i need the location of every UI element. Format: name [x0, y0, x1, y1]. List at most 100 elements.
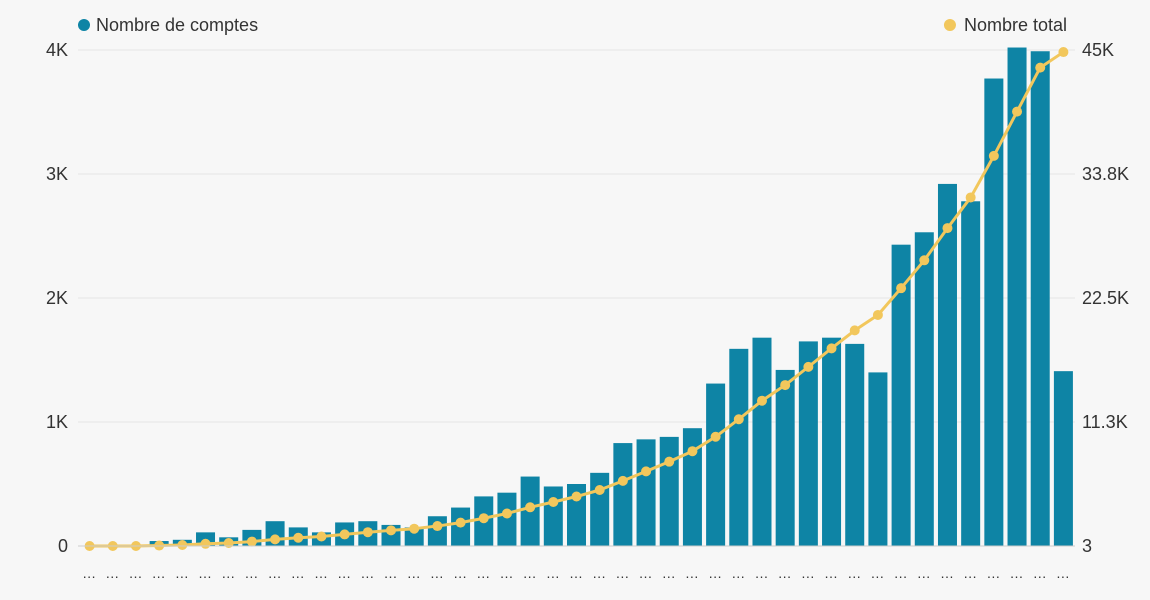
legend: Nombre de comptes Nombre total [78, 15, 1067, 35]
x-tick-label: … [754, 565, 769, 581]
bar[interactable] [937, 183, 957, 547]
x-tick-label: … [778, 565, 793, 581]
y-left-tick-label: 1K [46, 412, 68, 432]
line-point[interactable] [293, 532, 304, 543]
line-point[interactable] [432, 521, 443, 532]
line-point[interactable] [780, 380, 791, 391]
bar[interactable] [798, 341, 818, 546]
line-point[interactable] [710, 431, 721, 442]
x-tick-label: … [360, 565, 375, 581]
line-point[interactable] [409, 523, 420, 534]
bar[interactable] [613, 443, 633, 546]
bar[interactable] [590, 472, 610, 546]
x-tick-label: … [986, 565, 1001, 581]
line-point[interactable] [177, 540, 188, 551]
bar[interactable] [566, 484, 587, 546]
y-left-tick-label: 3K [46, 164, 68, 184]
line-point[interactable] [1035, 62, 1046, 73]
line-point[interactable] [594, 485, 605, 496]
bar[interactable] [1053, 371, 1073, 546]
line-point[interactable] [501, 508, 512, 519]
bar[interactable] [752, 337, 772, 546]
x-tick-label: … [662, 565, 677, 581]
line-point[interactable] [919, 255, 930, 266]
x-tick-label: … [499, 565, 514, 581]
line-point[interactable] [664, 456, 675, 467]
bar[interactable] [1007, 47, 1027, 547]
legend-label-nombre-total[interactable]: Nombre total [964, 15, 1067, 35]
x-tick-label: … [152, 565, 167, 581]
y-right-tick-label: 11.3K [1082, 412, 1128, 432]
line-point[interactable] [270, 534, 281, 545]
line-point[interactable] [1012, 106, 1023, 117]
line-point[interactable] [1058, 47, 1069, 58]
x-tick-label: … [291, 565, 306, 581]
bar[interactable] [659, 436, 679, 546]
line-point[interactable] [756, 395, 767, 406]
x-tick-label: … [1056, 565, 1071, 581]
x-tick-label: … [105, 565, 120, 581]
x-tick-label: … [384, 565, 399, 581]
bar[interactable] [891, 244, 911, 546]
bar[interactable] [868, 372, 888, 546]
line-point[interactable] [849, 325, 860, 336]
x-tick-label: … [314, 565, 329, 581]
x-tick-label: … [523, 565, 538, 581]
line-point[interactable] [965, 192, 976, 203]
x-tick-label: … [685, 565, 700, 581]
line-point[interactable] [803, 361, 814, 372]
bar[interactable] [845, 343, 865, 546]
line-point[interactable] [455, 517, 466, 528]
y-right-tick-label: 33.8K [1082, 164, 1129, 184]
line-point[interactable] [478, 513, 489, 524]
line-point[interactable] [548, 497, 559, 508]
bar[interactable] [914, 232, 934, 546]
line-point[interactable] [386, 525, 397, 536]
line-point[interactable] [687, 446, 698, 457]
x-tick-label: … [824, 565, 839, 581]
bar[interactable] [543, 486, 563, 546]
bar[interactable] [427, 516, 447, 546]
y-left-tick-label: 4K [46, 40, 68, 60]
line-point[interactable] [733, 414, 744, 425]
bar[interactable] [1030, 51, 1050, 547]
bar[interactable] [682, 428, 702, 546]
x-tick-label: … [708, 565, 723, 581]
line-point[interactable] [246, 536, 257, 547]
x-tick-label: … [453, 565, 468, 581]
bar-series-nombre-de-comptes [149, 47, 1073, 547]
x-tick-label: … [731, 565, 746, 581]
line-point[interactable] [316, 531, 327, 542]
line-point[interactable] [200, 538, 211, 549]
y-left-tick-label: 0 [58, 536, 68, 556]
bar[interactable] [822, 337, 842, 546]
bar[interactable] [404, 527, 424, 546]
bar[interactable] [775, 369, 795, 546]
line-point[interactable] [617, 475, 628, 486]
x-tick-label: … [963, 565, 978, 581]
bar[interactable] [729, 348, 749, 546]
legend-label-nombre-de-comptes[interactable]: Nombre de comptes [96, 15, 258, 35]
x-tick-label: … [801, 565, 816, 581]
line-point[interactable] [571, 491, 582, 502]
line-point[interactable] [641, 466, 652, 477]
line-point[interactable] [896, 283, 907, 294]
bar[interactable] [636, 439, 656, 546]
line-point[interactable] [988, 150, 999, 161]
x-tick-label: … [592, 565, 607, 581]
y-right-tick-label: 22.5K [1082, 288, 1129, 308]
x-tick-label: … [917, 565, 932, 581]
line-point[interactable] [525, 502, 536, 513]
line-point[interactable] [942, 223, 953, 234]
line-point[interactable] [223, 538, 234, 549]
line-point[interactable] [826, 343, 837, 354]
bar[interactable] [706, 383, 726, 546]
bar[interactable] [961, 201, 981, 546]
bar[interactable] [984, 78, 1004, 547]
line-point[interactable] [362, 527, 373, 538]
line-point[interactable] [872, 309, 883, 320]
bar[interactable] [497, 492, 517, 546]
line-point[interactable] [339, 529, 350, 540]
